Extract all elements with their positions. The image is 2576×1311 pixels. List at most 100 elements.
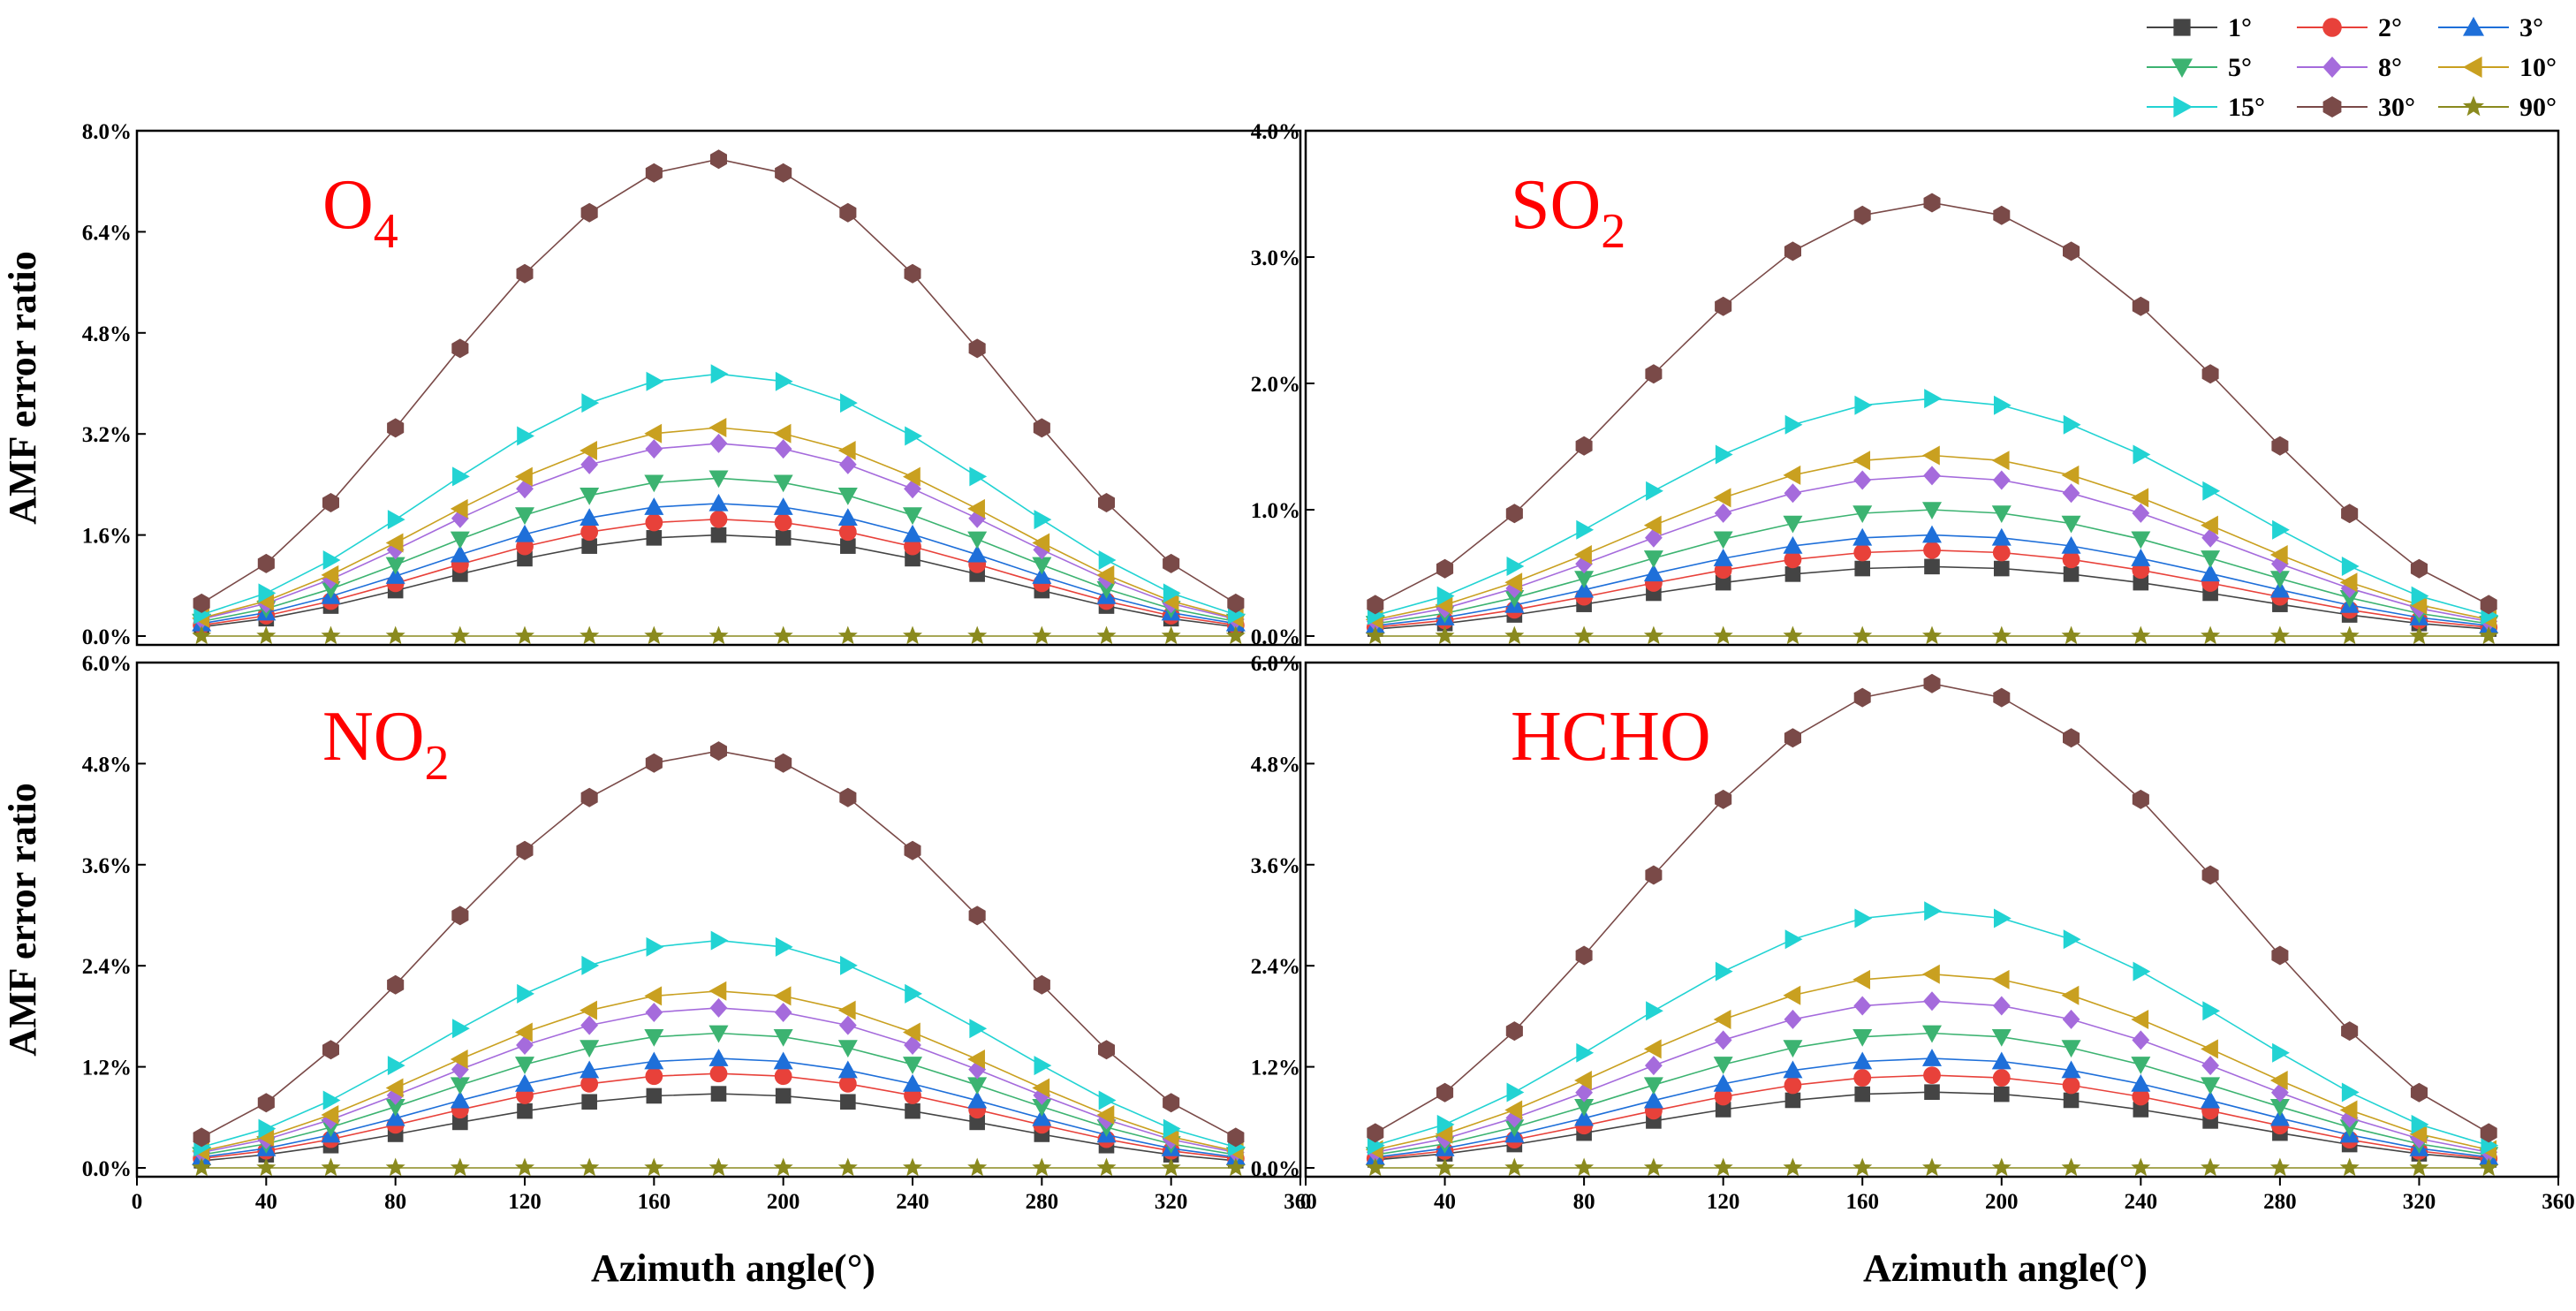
data-point-8° — [2132, 1030, 2150, 1050]
data-point-8° — [1923, 466, 1941, 486]
x-tick-label: 200 — [1985, 1190, 2019, 1214]
data-point-30° — [1715, 789, 1732, 809]
y-tick-label: 4.8% — [82, 753, 132, 777]
data-point-30° — [1163, 1093, 1180, 1113]
data-point-30° — [1163, 553, 1180, 573]
data-point-30° — [2480, 595, 2497, 615]
data-point-10° — [515, 466, 533, 487]
data-point-90° — [2479, 1157, 2499, 1177]
data-point-1° — [710, 527, 727, 543]
data-point-30° — [1853, 205, 1871, 225]
data-point-3° — [515, 524, 534, 542]
x-tick-label: 80 — [1573, 1190, 1595, 1214]
data-point-90° — [385, 625, 405, 645]
x-tick-label: 0 — [132, 1190, 143, 1214]
data-point-15° — [387, 510, 405, 530]
y-axis-title: AMF error ratio — [1, 783, 44, 1056]
data-point-90° — [2131, 625, 2151, 645]
x-tick-label: 200 — [767, 1190, 800, 1214]
data-point-3° — [2061, 535, 2081, 554]
x-tick-label: 360 — [1284, 1190, 1317, 1214]
x-tick-label: 280 — [2263, 1190, 2297, 1214]
data-point-15° — [2202, 1001, 2221, 1021]
data-point-2° — [709, 1065, 728, 1083]
data-point-90° — [256, 1157, 277, 1177]
data-point-15° — [322, 550, 341, 571]
data-point-3° — [1574, 580, 1595, 598]
data-point-2° — [2062, 1076, 2080, 1095]
data-point-90° — [967, 625, 988, 645]
data-point-10° — [773, 423, 792, 443]
data-point-30° — [904, 263, 921, 284]
data-point-5° — [2131, 1057, 2151, 1074]
data-point-15° — [1098, 1090, 1117, 1110]
data-point-8° — [968, 1059, 987, 1080]
data-point-10° — [1574, 1071, 1592, 1091]
data-point-2° — [774, 1067, 792, 1086]
data-point-30° — [2132, 789, 2149, 809]
data-point-30° — [1645, 865, 1663, 885]
data-point-10° — [580, 441, 597, 461]
data-point-30° — [968, 338, 986, 359]
data-point-15° — [2272, 1042, 2290, 1063]
data-point-1° — [905, 550, 921, 567]
data-point-30° — [2341, 1021, 2359, 1042]
data-point-10° — [1435, 1124, 1453, 1144]
data-point-90° — [1852, 625, 1873, 645]
data-point-5° — [2131, 531, 2151, 549]
data-point-15° — [840, 393, 858, 413]
data-point-30° — [1033, 974, 1050, 995]
data-point-10° — [1435, 595, 1453, 615]
data-point-5° — [2201, 1077, 2221, 1095]
data-point-15° — [1993, 395, 2012, 415]
data-point-90° — [321, 1157, 341, 1177]
data-point-30° — [775, 753, 792, 773]
data-point-5° — [708, 470, 729, 489]
x-tick-label: 280 — [1026, 1190, 1059, 1214]
data-point-2° — [1992, 543, 2011, 562]
data-point-15° — [1098, 550, 1117, 571]
data-point-30° — [1098, 493, 1115, 512]
data-point-8° — [1853, 996, 1872, 1016]
data-point-5° — [1713, 531, 1733, 549]
data-point-1° — [710, 1086, 727, 1102]
data-point-3° — [1574, 1108, 1595, 1126]
legend-label: 8° — [2378, 53, 2402, 82]
data-point-1° — [517, 1103, 533, 1119]
data-point-90° — [1643, 1157, 1663, 1177]
y-tick-label: 1.6% — [82, 525, 132, 549]
x-tick-label: 80 — [384, 1190, 406, 1214]
x-tick-label: 320 — [1155, 1190, 1188, 1214]
data-point-90° — [2201, 625, 2221, 645]
data-point-15° — [581, 393, 600, 413]
data-point-90° — [580, 625, 600, 645]
data-point-5° — [1713, 1057, 1733, 1074]
x-tick-label: 320 — [2403, 1190, 2436, 1214]
data-point-15° — [2202, 481, 2221, 501]
x-tick-label: 240 — [2125, 1190, 2158, 1214]
data-point-2° — [2062, 550, 2080, 569]
y-tick-label: 1.2% — [82, 1057, 132, 1080]
data-point-90° — [773, 625, 793, 645]
data-point-10° — [385, 1078, 404, 1098]
data-point-90° — [1096, 625, 1117, 645]
legend-label: 10° — [2519, 53, 2557, 82]
data-point-8° — [645, 1002, 663, 1022]
data-point-15° — [1715, 444, 1733, 465]
data-point-2° — [774, 513, 792, 532]
data-point-90° — [1574, 1157, 1595, 1177]
data-point-3° — [773, 1051, 793, 1070]
data-point-3° — [1643, 564, 1663, 582]
data-point-15° — [387, 1056, 405, 1076]
data-point-90° — [1365, 1157, 1385, 1177]
data-point-90° — [2339, 625, 2360, 645]
data-point-90° — [192, 1157, 212, 1177]
data-point-10° — [321, 565, 339, 585]
data-point-90° — [708, 1157, 729, 1177]
y-tick-label: 3.6% — [1251, 854, 1300, 878]
data-point-15° — [1576, 1042, 1595, 1063]
data-point-3° — [903, 524, 922, 542]
data-point-15° — [2133, 961, 2151, 981]
